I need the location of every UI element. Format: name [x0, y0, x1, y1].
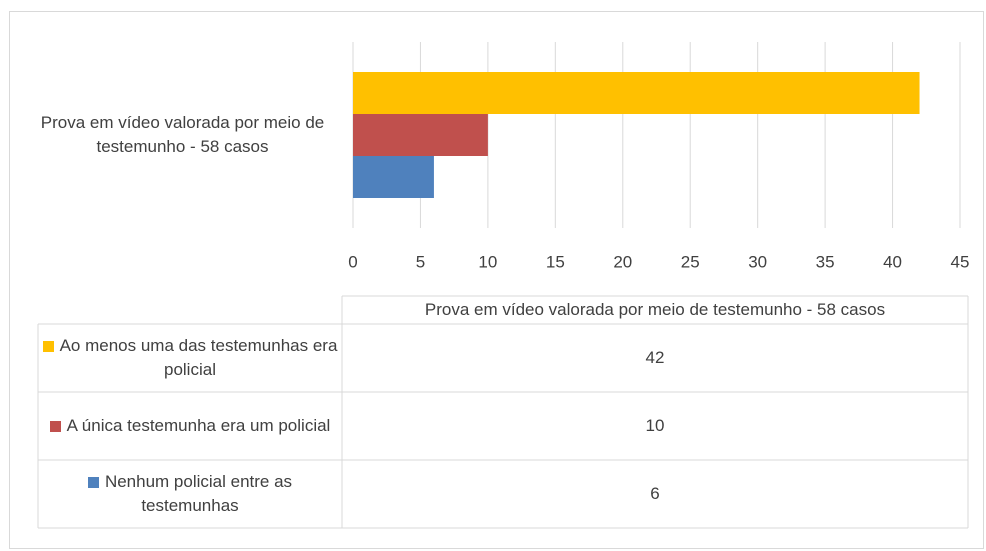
table-value: 10 — [342, 392, 968, 460]
x-tick-label: 5 — [416, 252, 425, 271]
legend-entry: Nenhum policial entre as testemunhas — [42, 470, 338, 518]
x-tick-label: 40 — [883, 252, 902, 271]
legend-swatch — [49, 421, 61, 433]
table-value-text: 10 — [645, 416, 665, 435]
chart-border — [9, 11, 984, 549]
legend-cell: Ao menos uma das testemunhas era policia… — [42, 324, 338, 392]
legend-label: A única testemunha era um policial — [66, 416, 331, 435]
table-header: Prova em vídeo valorada por meio de test… — [342, 296, 968, 324]
category-label-text: Prova em vídeo valorada por meio de test… — [40, 113, 325, 156]
legend-label: Ao menos uma das testemunhas era policia… — [59, 336, 338, 379]
bar — [353, 114, 488, 156]
legend-swatch — [42, 341, 54, 353]
legend-cell: Nenhum policial entre as testemunhas — [42, 460, 338, 528]
bar — [353, 156, 434, 198]
legend-entry: A única testemunha era um policial — [49, 414, 331, 438]
x-tick-label: 0 — [348, 252, 357, 271]
x-tick-label: 20 — [613, 252, 632, 271]
legend-label: Nenhum policial entre as testemunhas — [104, 472, 293, 515]
x-tick-label: 30 — [748, 252, 767, 271]
x-tick-label: 35 — [816, 252, 835, 271]
table-value: 6 — [342, 460, 968, 528]
legend-cell: A única testemunha era um policial — [42, 392, 338, 460]
legend-entry: Ao menos uma das testemunhas era policia… — [42, 334, 338, 382]
x-tick-label: 15 — [546, 252, 565, 271]
x-tick-label: 10 — [478, 252, 497, 271]
x-tick-label: 25 — [681, 252, 700, 271]
category-label: Prova em vídeo valorada por meio de test… — [20, 105, 345, 165]
x-tick-label: 45 — [951, 252, 970, 271]
legend-swatch — [87, 477, 99, 489]
table-value-text: 6 — [650, 484, 660, 503]
table-value: 42 — [342, 324, 968, 392]
table-value-text: 42 — [645, 348, 665, 367]
bar — [353, 72, 920, 114]
table-header-text: Prova em vídeo valorada por meio de test… — [424, 300, 886, 319]
